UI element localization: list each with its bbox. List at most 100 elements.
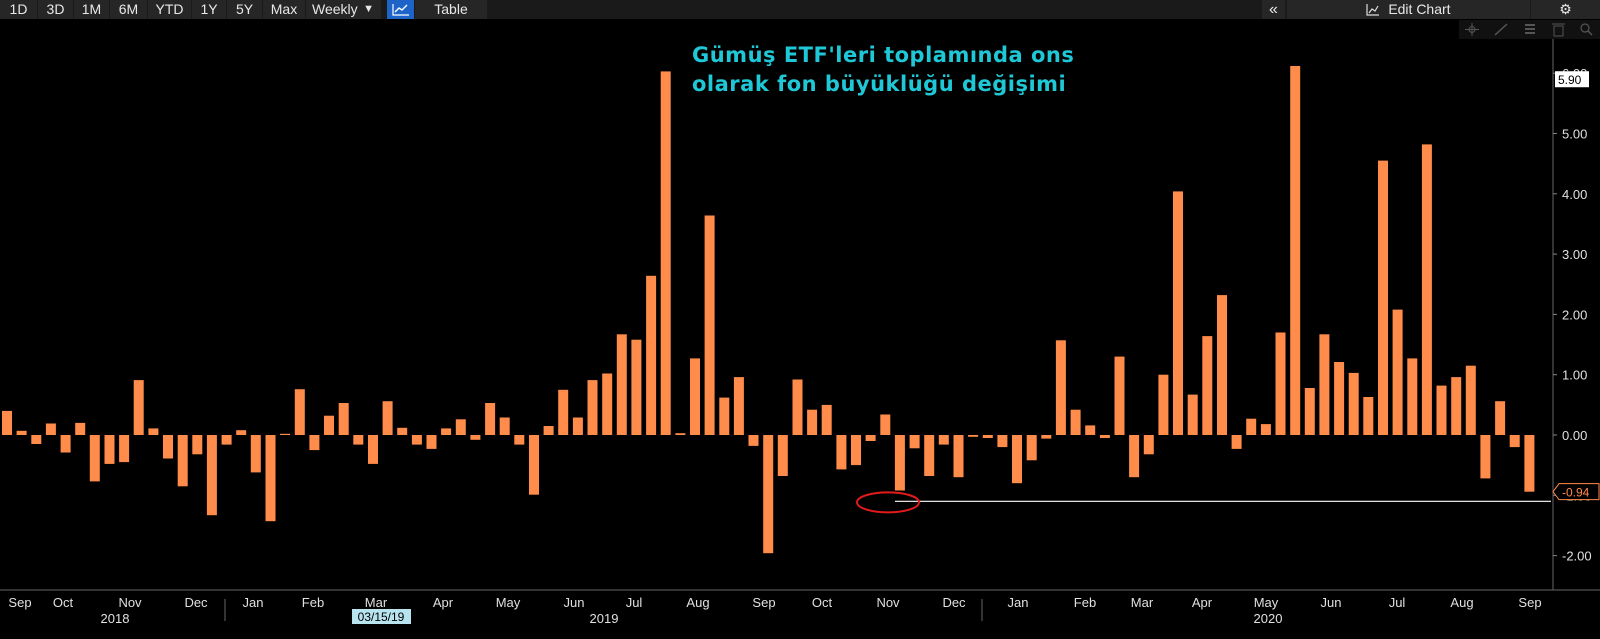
x-month-label: Jan: [1008, 595, 1029, 610]
x-month-label: Mar: [1131, 595, 1154, 610]
range-ytd-button[interactable]: YTD: [148, 0, 191, 19]
x-month-label: Apr: [433, 595, 454, 610]
y-tick-label: 5.00: [1562, 127, 1587, 142]
bar: [646, 275, 657, 435]
bar: [1451, 377, 1462, 435]
x-month-label: Oct: [53, 595, 74, 610]
bar: [602, 373, 613, 435]
bar: [148, 428, 159, 435]
bar: [1421, 144, 1432, 435]
range-1d-button[interactable]: 1D: [0, 0, 37, 19]
x-month-label: Dec: [942, 595, 966, 610]
bar: [236, 430, 247, 435]
list-icon[interactable]: [1517, 20, 1543, 39]
bar: [587, 380, 598, 435]
bar: [821, 404, 832, 435]
x-year-label: 2020: [1254, 611, 1283, 626]
bar: [1187, 394, 1198, 435]
x-month-label: Aug: [686, 595, 709, 610]
bar: [1041, 435, 1052, 439]
range-5y-button[interactable]: 5Y: [227, 0, 262, 19]
bar: [1099, 435, 1110, 438]
x-month-label: May: [1254, 595, 1279, 610]
bar: [119, 435, 130, 463]
bar: [1173, 191, 1183, 435]
bar: [353, 435, 364, 445]
bar: [997, 435, 1008, 448]
trash-icon[interactable]: [1546, 20, 1572, 39]
bar: [558, 389, 569, 435]
bar: [338, 403, 349, 435]
x-year-label: 2018: [101, 611, 130, 626]
bar: [1480, 435, 1491, 479]
y-tick-label: 3.00: [1562, 247, 1587, 262]
bar: [660, 71, 671, 436]
range-1y-button[interactable]: 1Y: [192, 0, 226, 19]
x-month-label: Apr: [1192, 595, 1213, 610]
x-month-label: Aug: [1450, 595, 1473, 610]
range-6m-button[interactable]: 6M: [110, 0, 147, 19]
bar: [89, 435, 100, 482]
bar-chart: -2.00-1.000.001.002.003.004.005.006.005.…: [0, 20, 1600, 626]
chart-toolbar: 1D 3D 1M 6M YTD 1Y 5Y Max Weekly ▼ Table…: [0, 0, 1600, 19]
y-tick-label: 2.00: [1562, 307, 1587, 322]
zoom-icon[interactable]: [1575, 20, 1600, 39]
highlighted-date-label: 03/15/19: [358, 610, 405, 624]
x-month-label: Jun: [1321, 595, 1342, 610]
bar: [1378, 160, 1388, 435]
bar: [690, 358, 700, 435]
bar: [529, 435, 539, 495]
y-tick-label: 0.00: [1562, 428, 1587, 443]
annotations: [856, 491, 1551, 514]
edit-chart-button[interactable]: Edit Chart: [1287, 0, 1530, 19]
bar: [324, 415, 334, 435]
frequency-label: Weekly: [312, 1, 358, 17]
x-year-label: 2019: [590, 611, 619, 626]
chart-tools: [1459, 20, 1600, 39]
bar: [865, 435, 876, 441]
bar: [426, 435, 437, 449]
bar: [1290, 66, 1301, 435]
bar: [763, 435, 774, 554]
bar: [1158, 374, 1169, 435]
bar: [133, 380, 144, 435]
bar: [75, 422, 86, 435]
bar: [704, 215, 715, 435]
y-axis: -2.00-1.000.001.002.003.004.005.006.005.…: [1552, 39, 1600, 590]
bar: [1231, 435, 1242, 449]
bar: [894, 435, 905, 491]
settings-button[interactable]: ⚙: [1531, 0, 1600, 19]
x-month-label: Dec: [184, 595, 208, 610]
collapse-button[interactable]: «: [1262, 0, 1285, 19]
bar: [1319, 334, 1330, 435]
y-tick-label: 1.00: [1562, 368, 1587, 383]
table-button[interactable]: Table: [415, 0, 487, 19]
bar: [2, 410, 12, 435]
bar: [851, 435, 861, 466]
bar-series: [2, 66, 1535, 554]
bar: [909, 435, 920, 449]
chart-title-line-1: Gümüş ETF'leri toplamında ons: [692, 43, 1075, 67]
x-axis: Sep Oct Nov Dec Jan Feb Mar Apr May Jun Jul Aug Sep O…: [0, 589, 1600, 626]
frequency-dropdown[interactable]: Weekly ▼: [306, 0, 381, 19]
x-month-label: Jul: [1389, 595, 1406, 610]
bar: [1407, 358, 1418, 435]
gear-icon: ⚙: [1559, 1, 1572, 17]
chart-title-line-2: olarak fon büyüklüğü değişimi: [692, 72, 1067, 96]
range-1m-button[interactable]: 1M: [74, 0, 109, 19]
bar: [104, 435, 115, 464]
range-max-button[interactable]: Max: [263, 0, 305, 19]
line-chart-button[interactable]: [387, 0, 414, 19]
bar: [719, 397, 730, 435]
draw-line-icon[interactable]: [1488, 20, 1514, 39]
x-month-label: Jun: [564, 595, 585, 610]
edit-chart-icon: [1366, 4, 1380, 16]
range-3d-button[interactable]: 3D: [38, 0, 73, 19]
x-month-label: Oct: [812, 595, 833, 610]
bar: [1304, 388, 1315, 435]
crosshair-icon[interactable]: [1459, 20, 1485, 39]
bar: [60, 435, 71, 453]
bar: [982, 435, 993, 438]
bar: [1012, 435, 1022, 484]
bar: [836, 435, 847, 470]
